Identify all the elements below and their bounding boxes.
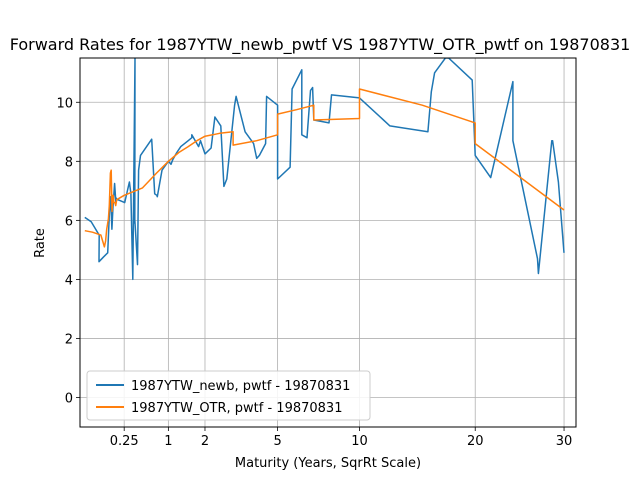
x-tick-label: 0.25	[110, 434, 139, 449]
chart-title: Forward Rates for 1987YTW_newb_pwtf VS 1…	[10, 35, 631, 55]
x-tick-label: 30	[556, 434, 573, 449]
x-tick-label: 20	[467, 434, 484, 449]
y-tick-label: 10	[56, 96, 73, 111]
y-tick-label: 0	[65, 391, 73, 406]
x-axis-label: Maturity (Years, SqrRt Scale)	[235, 456, 421, 471]
x-tick-label: 10	[351, 434, 368, 449]
y-tick-label: 8	[65, 155, 73, 170]
series-lines	[84, 58, 565, 281]
legend-label-otr: 1987YTW_OTR, pwtf - 19870831	[131, 401, 342, 416]
legend-box	[86, 370, 371, 421]
y-tick-label: 4	[65, 273, 73, 288]
y-tick-label: 2	[65, 332, 73, 347]
legend: 1987YTW_newb, pwtf - 19870831 1987YTW_OT…	[86, 370, 371, 421]
y-tick-label: 6	[65, 214, 73, 229]
x-tick-label: 5	[273, 434, 281, 449]
plot-frame	[79, 57, 577, 428]
legend-label-newb: 1987YTW_newb, pwtf - 19870831	[131, 379, 350, 394]
x-tick-label: 1	[164, 434, 172, 449]
axis-ticks: 0.25 1 2 5 10 20 30 0 2 4 6 8 10	[56, 96, 572, 449]
x-tick-label: 2	[201, 434, 209, 449]
y-axis-label: Rate	[33, 228, 48, 258]
series-line-otr	[84, 88, 565, 248]
